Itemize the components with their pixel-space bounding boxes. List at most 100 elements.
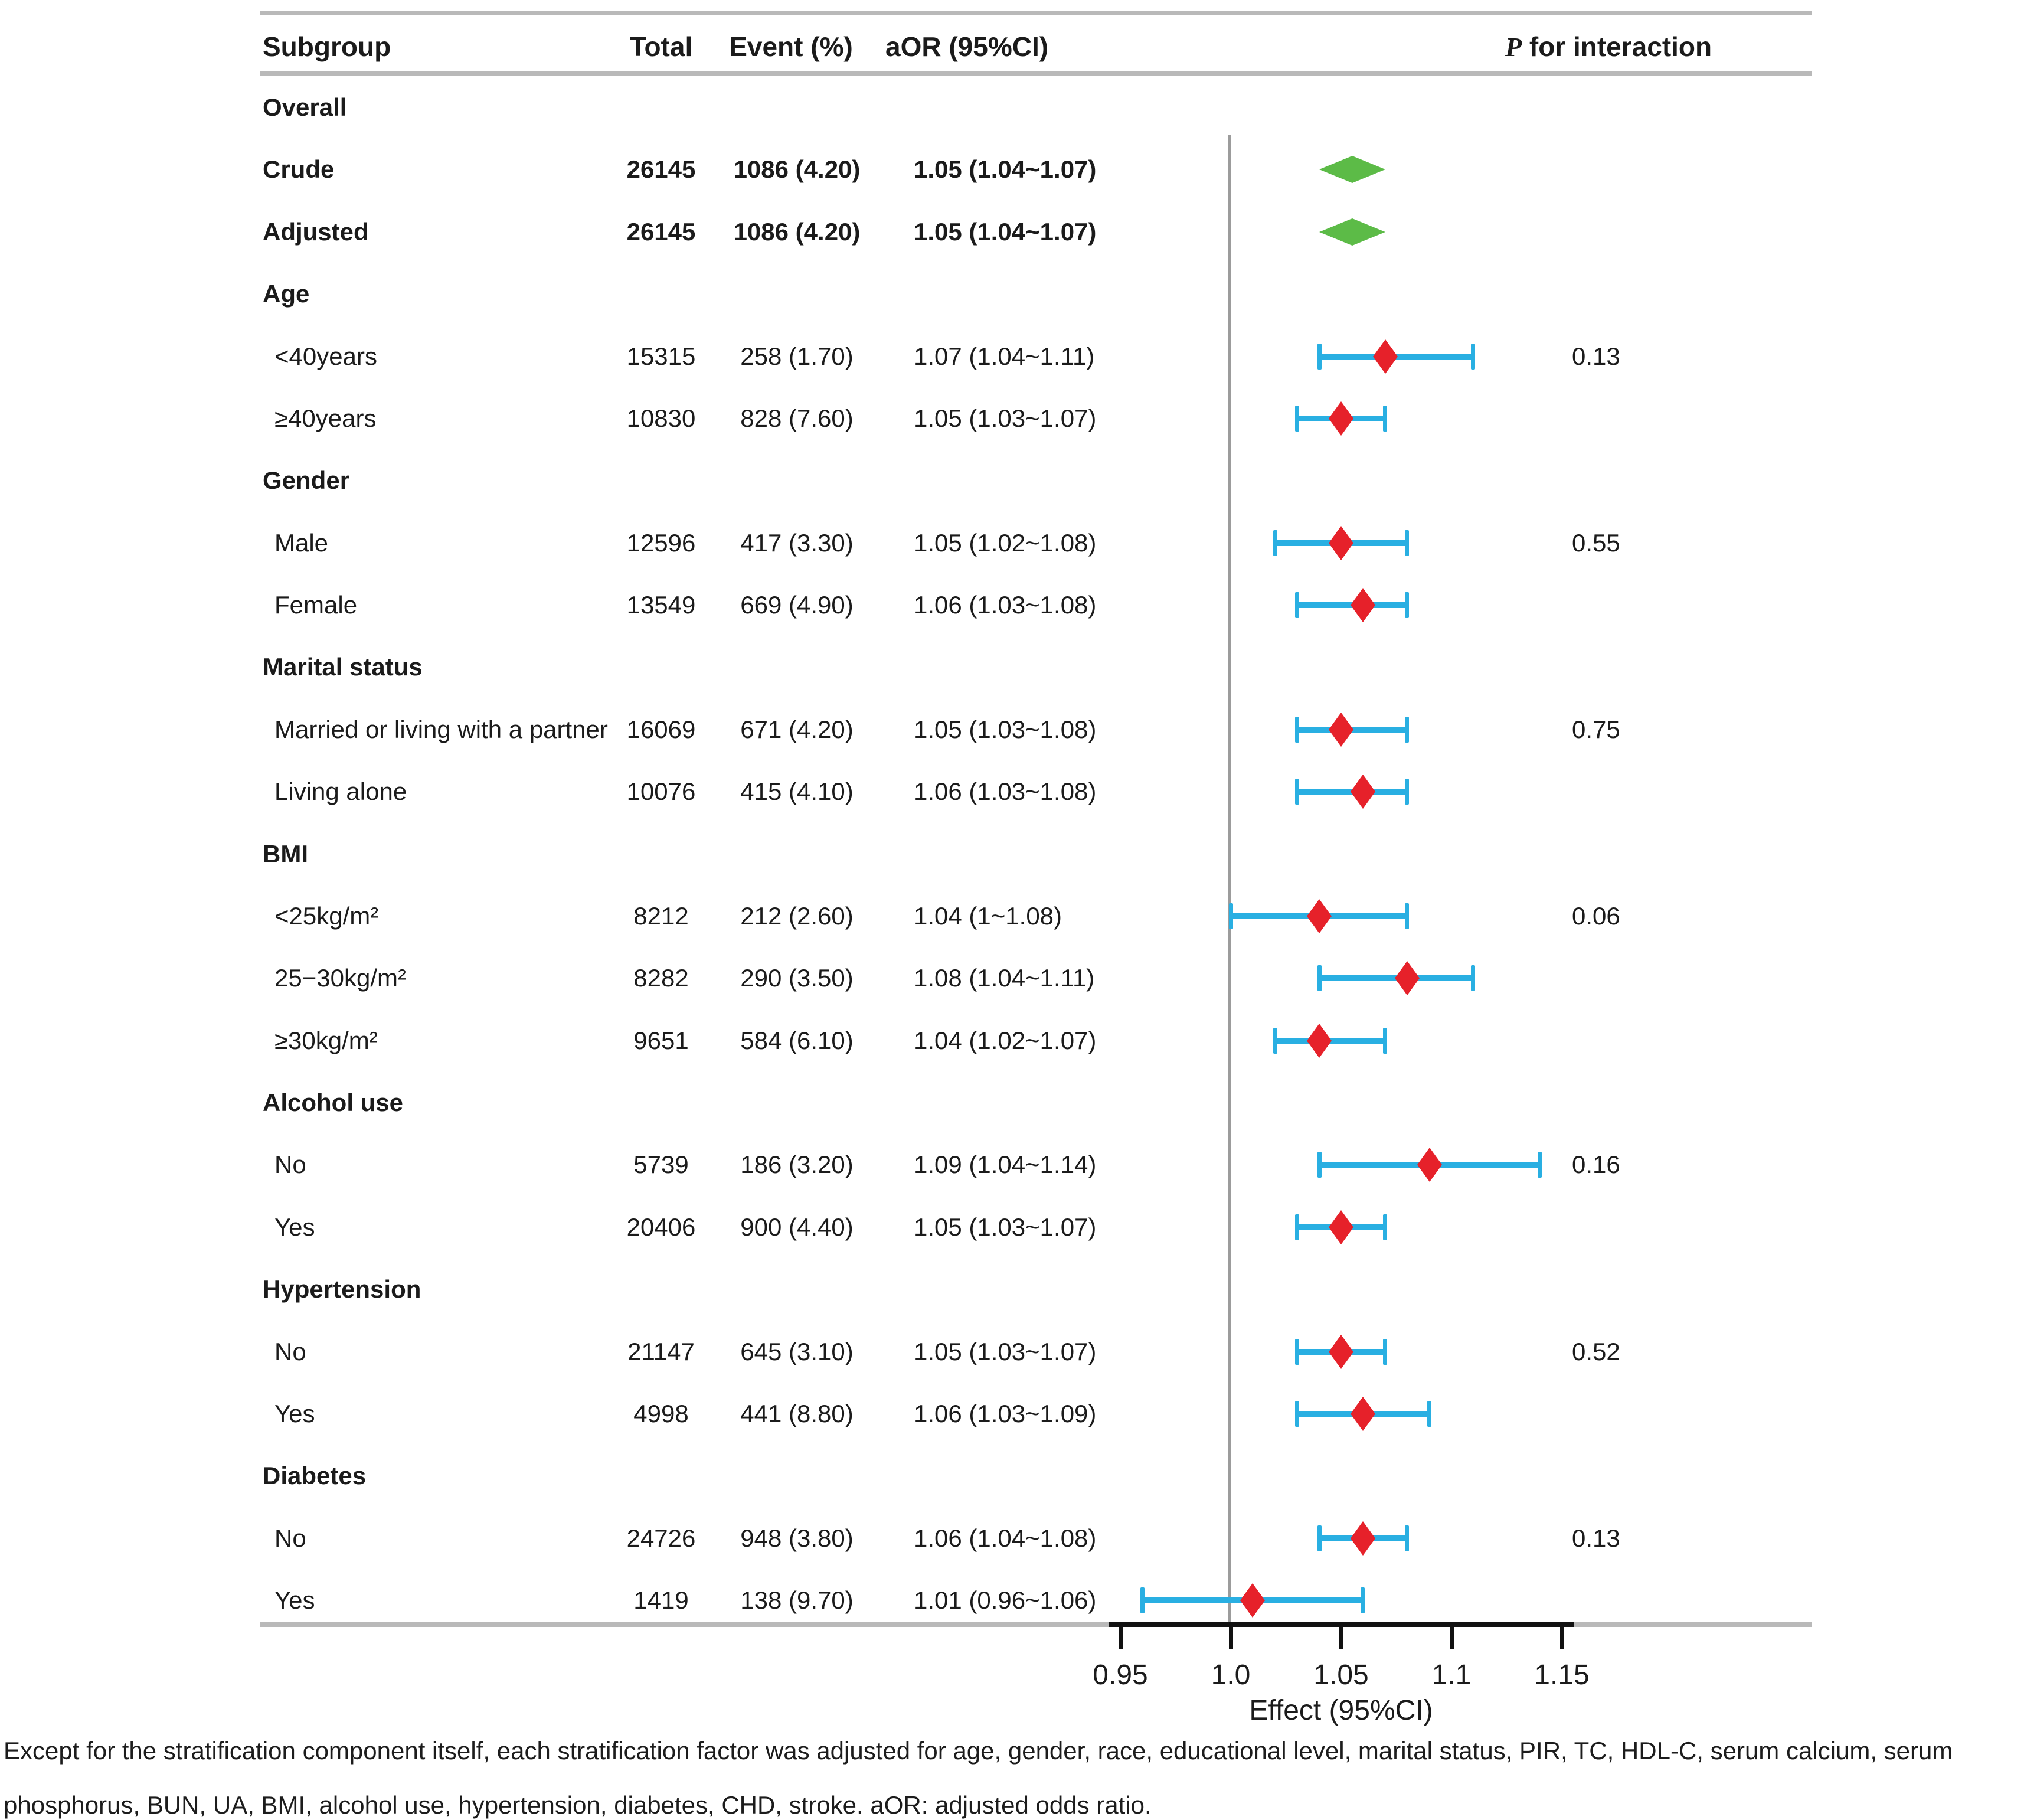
x-axis-tick xyxy=(1229,1622,1233,1649)
point-diamond xyxy=(1329,401,1353,436)
x-axis-label: Effect (95%CI) xyxy=(1249,1695,1433,1726)
p-value-cell: 0.75 xyxy=(1572,715,1620,743)
point-diamond xyxy=(1329,526,1353,560)
row-label: Gender xyxy=(263,466,350,494)
aor-cell: 1.08 (1.04~1.11) xyxy=(914,964,1095,992)
row-label: Yes xyxy=(274,1400,315,1427)
total-cell: 9651 xyxy=(633,1027,689,1054)
ci-cap-left xyxy=(1317,344,1322,370)
row-label: No xyxy=(274,1151,306,1178)
ci-cap-left xyxy=(1295,1214,1299,1240)
event-cell: 417 (3.30) xyxy=(740,529,854,557)
total-cell: 4998 xyxy=(633,1400,689,1427)
row-label: Hypertension xyxy=(263,1275,421,1303)
row-label: Crude xyxy=(263,155,335,183)
aor-cell: 1.05 (1.03~1.07) xyxy=(914,404,1097,432)
aor-cell: 1.09 (1.04~1.14) xyxy=(914,1151,1097,1178)
point-diamond xyxy=(1240,1583,1265,1618)
total-cell: 13549 xyxy=(626,591,696,619)
ci-cap-right xyxy=(1405,717,1409,743)
ci-cap-right xyxy=(1405,1525,1409,1551)
ci-cap-left xyxy=(1229,903,1233,929)
total-cell: 8212 xyxy=(633,902,689,930)
event-cell: 290 (3.50) xyxy=(740,964,854,992)
event-cell: 258 (1.70) xyxy=(740,342,854,370)
total-cell: 16069 xyxy=(626,715,696,743)
event-cell: 1086 (4.20) xyxy=(733,155,861,183)
point-diamond xyxy=(1329,713,1353,747)
ci-cap-right xyxy=(1383,1214,1387,1240)
event-cell: 138 (9.70) xyxy=(740,1586,854,1614)
column-header-subgroup: Subgroup xyxy=(263,31,391,62)
row-label: Yes xyxy=(274,1586,315,1614)
column-header-total: Total xyxy=(629,31,693,62)
aor-cell: 1.07 (1.04~1.11) xyxy=(914,342,1095,370)
aor-cell: 1.06 (1.03~1.09) xyxy=(914,1400,1097,1427)
ci-cap-left xyxy=(1295,1339,1299,1365)
row-label: No xyxy=(274,1338,306,1365)
ci-cap-right xyxy=(1471,344,1475,370)
point-diamond xyxy=(1395,961,1420,995)
row-label: ≥30kg/m² xyxy=(274,1027,378,1054)
summary-diamond xyxy=(1319,156,1385,183)
summary-diamond xyxy=(1319,218,1385,246)
ci-cap-left xyxy=(1295,406,1299,432)
p-value-cell: 0.52 xyxy=(1572,1338,1620,1365)
event-cell: 415 (4.10) xyxy=(740,777,854,805)
p-value-cell: 0.16 xyxy=(1572,1151,1620,1178)
header-rule xyxy=(260,71,1812,76)
aor-cell: 1.04 (1~1.08) xyxy=(914,902,1062,930)
total-cell: 26145 xyxy=(626,218,696,246)
event-cell: 441 (8.80) xyxy=(740,1400,854,1427)
aor-cell: 1.05 (1.03~1.07) xyxy=(914,1213,1097,1241)
event-cell: 645 (3.10) xyxy=(740,1338,854,1365)
x-axis-tick xyxy=(1339,1622,1343,1649)
row-label: Living alone xyxy=(274,777,407,805)
event-cell: 669 (4.90) xyxy=(740,591,854,619)
ci-cap-left xyxy=(1273,530,1277,556)
total-cell: 24726 xyxy=(626,1524,696,1552)
point-diamond xyxy=(1307,1024,1332,1058)
aor-cell: 1.01 (0.96~1.06) xyxy=(914,1586,1097,1614)
row-label: Overall xyxy=(263,93,347,121)
total-cell: 12596 xyxy=(626,529,696,557)
row-label: <40years xyxy=(274,342,377,370)
ci-cap-right xyxy=(1405,530,1409,556)
total-cell: 1419 xyxy=(633,1586,689,1614)
total-cell: 10076 xyxy=(626,777,696,805)
p-italic-letter: P xyxy=(1505,32,1522,62)
event-cell: 1086 (4.20) xyxy=(733,218,861,246)
point-diamond xyxy=(1351,588,1375,622)
ci-cap-left xyxy=(1295,592,1299,618)
column-header-event: Event (%) xyxy=(729,31,853,62)
ci-cap-left xyxy=(1295,779,1299,805)
aor-cell: 1.05 (1.02~1.08) xyxy=(914,529,1097,557)
top-rule xyxy=(260,11,1812,15)
p-value-cell: 0.06 xyxy=(1572,902,1620,930)
ci-cap-right xyxy=(1383,1028,1387,1054)
total-cell: 8282 xyxy=(633,964,689,992)
ci-cap-left xyxy=(1317,965,1322,991)
row-label: ≥40years xyxy=(274,404,377,432)
x-axis-tick-label: 0.95 xyxy=(1093,1659,1148,1691)
aor-cell: 1.05 (1.04~1.07) xyxy=(914,218,1097,246)
row-label: Yes xyxy=(274,1213,315,1241)
row-label: Alcohol use xyxy=(263,1089,404,1116)
aor-cell: 1.06 (1.03~1.08) xyxy=(914,591,1097,619)
p-value-cell: 0.55 xyxy=(1572,529,1620,557)
row-label: Marital status xyxy=(263,653,423,681)
x-axis-tick-label: 1.05 xyxy=(1313,1659,1369,1691)
row-label: BMI xyxy=(263,840,308,868)
p-value-cell: 0.13 xyxy=(1572,1524,1620,1552)
point-diamond xyxy=(1351,1397,1375,1431)
row-label: Married or living with a partner xyxy=(274,715,608,743)
aor-cell: 1.04 (1.02~1.07) xyxy=(914,1027,1097,1054)
ci-cap-right xyxy=(1471,965,1475,991)
figure-footnote: Except for the stratification component … xyxy=(4,1737,1953,1819)
event-cell: 828 (7.60) xyxy=(740,404,854,432)
ci-cap-right xyxy=(1405,903,1409,929)
aor-cell: 1.05 (1.03~1.08) xyxy=(914,715,1097,743)
ci-cap-right xyxy=(1405,779,1409,805)
x-axis-tick-label: 1.15 xyxy=(1534,1659,1590,1691)
point-diamond xyxy=(1351,775,1375,809)
